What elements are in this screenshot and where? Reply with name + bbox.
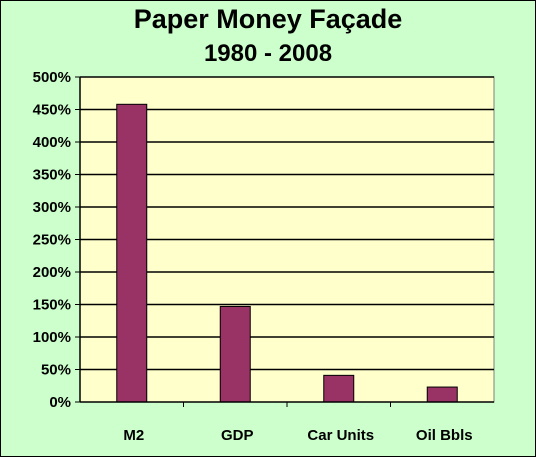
y-tick-label: 100% bbox=[33, 329, 71, 346]
y-tick-label: 50% bbox=[41, 362, 71, 379]
x-tick-label: Car Units bbox=[307, 427, 374, 444]
y-tick-label: 300% bbox=[33, 199, 71, 216]
chart-subtitle: 1980 - 2008 bbox=[203, 40, 333, 67]
x-tick-label: M2 bbox=[123, 427, 144, 444]
y-tick-label: 350% bbox=[33, 167, 71, 184]
x-tick-label: Oil Bbls bbox=[416, 427, 473, 444]
y-tick-label: 0% bbox=[49, 394, 71, 411]
bar-oil-bbls bbox=[426, 386, 458, 403]
x-tick-label: GDP bbox=[221, 427, 254, 444]
y-tick-label: 500% bbox=[33, 69, 71, 86]
y-tick-label: 150% bbox=[33, 297, 71, 314]
y-tick-label: 200% bbox=[33, 264, 71, 281]
chart-title: Paper Money Façade bbox=[133, 4, 403, 34]
y-tick-label: 250% bbox=[33, 232, 71, 249]
bar-gdp bbox=[219, 305, 251, 403]
y-tick-label: 400% bbox=[33, 134, 71, 151]
y-tick-label: 450% bbox=[33, 102, 71, 119]
bar-car-units bbox=[323, 374, 355, 403]
bar-m2 bbox=[116, 103, 148, 403]
